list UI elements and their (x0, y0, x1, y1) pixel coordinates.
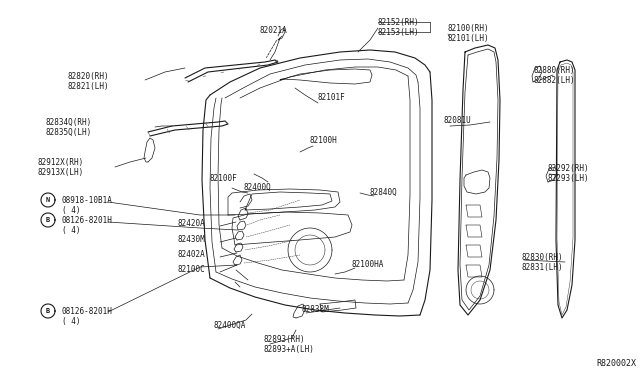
Text: 08126-8201H
( 4): 08126-8201H ( 4) (62, 216, 113, 235)
Text: 82101F: 82101F (318, 93, 346, 102)
Text: 82100F: 82100F (210, 174, 237, 183)
Text: 82100H: 82100H (310, 136, 338, 145)
Text: 82893(RH)
82893+A(LH): 82893(RH) 82893+A(LH) (264, 335, 315, 355)
Text: 82830(RH)
82831(LH): 82830(RH) 82831(LH) (522, 253, 564, 272)
Text: 82400Q: 82400Q (244, 183, 272, 192)
Text: 82820(RH)
82821(LH): 82820(RH) 82821(LH) (68, 72, 109, 92)
Text: B: B (46, 308, 50, 314)
Text: 82840Q: 82840Q (370, 188, 397, 197)
Text: 82420A: 82420A (178, 219, 205, 228)
Text: 82100C: 82100C (178, 265, 205, 274)
Text: 08918-10B1A
( 4): 08918-10B1A ( 4) (62, 196, 113, 215)
Text: B: B (46, 217, 50, 223)
Text: 82402A: 82402A (178, 250, 205, 259)
Text: 08126-8201H
( 4): 08126-8201H ( 4) (62, 307, 113, 326)
Text: 82100HA: 82100HA (351, 260, 383, 269)
Text: 82912X(RH)
82913X(LH): 82912X(RH) 82913X(LH) (38, 158, 84, 177)
Text: 82400QA: 82400QA (213, 321, 245, 330)
Text: R820002X: R820002X (596, 359, 636, 368)
Text: 82838M: 82838M (302, 305, 330, 314)
Text: 82081U: 82081U (444, 116, 472, 125)
Text: 82880(RH)
82882(LH): 82880(RH) 82882(LH) (534, 66, 575, 86)
Text: N: N (46, 197, 50, 203)
Text: 82430M: 82430M (178, 235, 205, 244)
Text: 82100(RH)
82101(LH): 82100(RH) 82101(LH) (448, 24, 490, 44)
Text: 82292(RH)
82293(LH): 82292(RH) 82293(LH) (547, 164, 589, 183)
Text: 82834Q(RH)
82835Q(LH): 82834Q(RH) 82835Q(LH) (46, 118, 92, 137)
Text: 82152(RH)
82153(LH): 82152(RH) 82153(LH) (378, 18, 420, 38)
Text: 82021A: 82021A (260, 26, 288, 35)
